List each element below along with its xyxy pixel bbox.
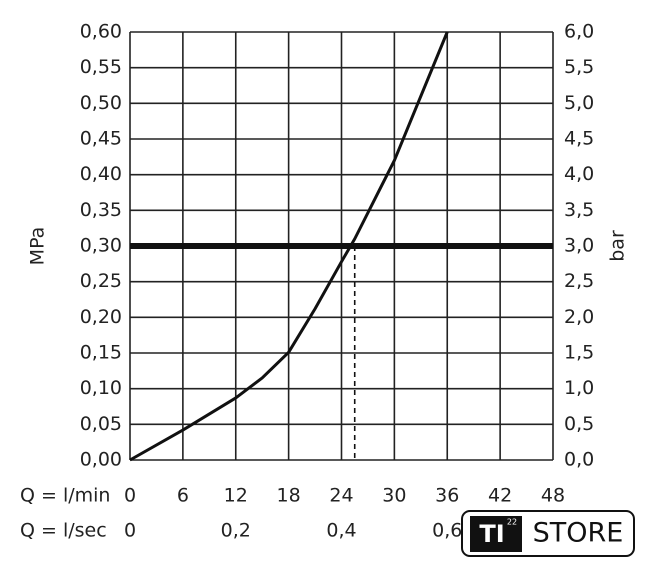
y-tick-label: 0,25 xyxy=(80,270,122,292)
x2-axis-label: Q = l/sec xyxy=(20,520,107,542)
y-tick-label: 0,10 xyxy=(80,377,122,399)
x2-tick-label: 0,6 xyxy=(432,520,462,542)
y-tick-label: 0,20 xyxy=(80,306,122,328)
x-axis-label: Q = l/min xyxy=(20,485,110,507)
x2-tick-label: 0 xyxy=(124,520,136,542)
curve xyxy=(129,31,449,462)
y2-axis-label: bar xyxy=(607,230,629,262)
y2-tick-label: 6,0 xyxy=(564,21,594,43)
x-tick-label: 12 xyxy=(224,485,248,507)
y2-tick-label: 0,0 xyxy=(564,449,594,471)
y2-tick-label: 5,5 xyxy=(564,56,594,78)
x2-tick-label: 0,4 xyxy=(326,520,356,542)
logo-mark: TI xyxy=(479,520,504,548)
y-tick-label: 0,45 xyxy=(80,128,122,150)
y2-tick-label: 3,0 xyxy=(564,235,594,257)
x2-tick-label: 0,2 xyxy=(221,520,251,542)
y2-tick-label: 4,0 xyxy=(564,163,594,185)
y-tick-label: 0,35 xyxy=(80,199,122,221)
x-tick-label: 36 xyxy=(435,485,459,507)
y-tick-label: 0,15 xyxy=(80,342,122,364)
y-tick-label: 0,50 xyxy=(80,92,122,114)
y2-tick-label: 2,5 xyxy=(564,270,594,292)
y2-tick-label: 1,0 xyxy=(564,377,594,399)
plot: 0,000,050,100,150,200,250,300,350,400,45… xyxy=(80,21,595,542)
x-tick-label: 24 xyxy=(329,485,353,507)
y2-tick-label: 0,5 xyxy=(564,413,594,435)
logo-text: STORE xyxy=(533,518,624,549)
y-tick-label: 0,55 xyxy=(80,56,122,78)
y-axis-label: MPa xyxy=(27,227,49,266)
y-tick-label: 0,40 xyxy=(80,163,122,185)
y-tick-label: 0,05 xyxy=(80,413,122,435)
logo: TI 22 STORE xyxy=(461,510,635,557)
x-tick-label: 48 xyxy=(541,485,565,507)
y-tick-label: 0,00 xyxy=(80,449,122,471)
x-tick-label: 42 xyxy=(488,485,512,507)
y2-tick-label: 3,5 xyxy=(564,199,594,221)
y-tick-label: 0,60 xyxy=(80,21,122,43)
y2-tick-label: 4,5 xyxy=(564,128,594,150)
y2-tick-label: 2,0 xyxy=(564,306,594,328)
x-tick-label: 18 xyxy=(277,485,301,507)
x-tick-label: 30 xyxy=(382,485,406,507)
x-tick-label: 6 xyxy=(177,485,189,507)
y2-tick-label: 5,0 xyxy=(564,92,594,114)
x-tick-label: 0 xyxy=(124,485,136,507)
logo-superscript: 22 xyxy=(507,518,517,527)
y2-tick-label: 1,5 xyxy=(564,342,594,364)
y-tick-label: 0,30 xyxy=(80,235,122,257)
logo-badge xyxy=(470,516,522,552)
